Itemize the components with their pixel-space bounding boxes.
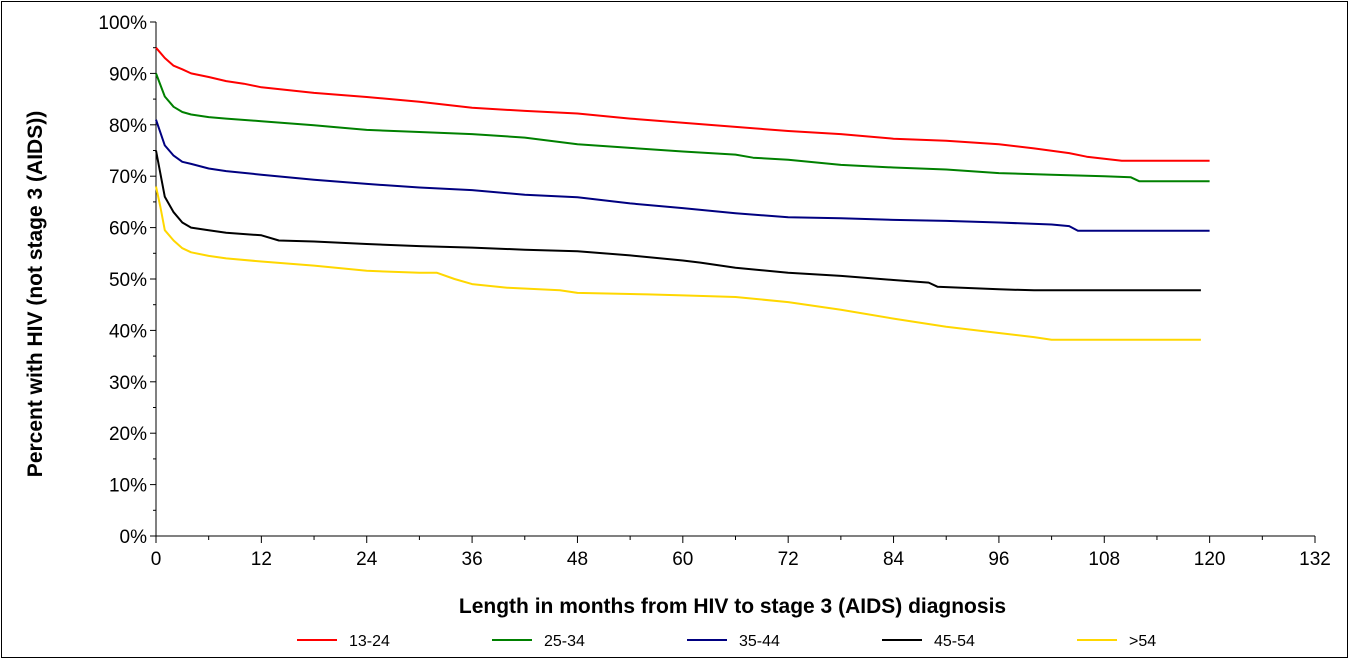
- y-tick-label: 60%: [109, 219, 147, 240]
- series-line-4: [155, 186, 1201, 341]
- legend: 13-24 25-34 35-44 45-54 >54: [297, 633, 1156, 650]
- y-tick-label: 100%: [98, 13, 147, 34]
- x-tick-label: 96: [988, 549, 1009, 570]
- x-tick-label: 0: [151, 549, 162, 570]
- y-axis-title: Percent with HIV (not stage 3 (AIDS)): [24, 111, 47, 477]
- legend-label-1: 25-34: [544, 633, 585, 650]
- x-tick-label: 108: [1088, 549, 1120, 570]
- legend-label-2: 35-44: [739, 633, 780, 650]
- x-tick-label: 132: [1299, 549, 1331, 570]
- series-line-1: [155, 73, 1210, 183]
- axes: [155, 22, 1315, 537]
- y-tick-label: 70%: [109, 167, 147, 188]
- x-tick-label: 48: [567, 549, 588, 570]
- series-lines: [155, 47, 1210, 341]
- series-line-2: [155, 119, 1210, 232]
- legend-label-0: 13-24: [349, 633, 390, 650]
- x-axis-title: Length in months from HIV to stage 3 (AI…: [459, 595, 1006, 618]
- x-tick-label: 84: [883, 549, 905, 570]
- y-ticks: 0% 10% 20% 30% 40% 50% 60% 70% 80% 90% 100%: [98, 13, 156, 548]
- x-tick-label: 36: [462, 549, 483, 570]
- legend-label-4: >54: [1129, 633, 1156, 650]
- x-ticks: 0 12 24 36 48 60 72 84 96 108 120 132: [151, 536, 1331, 570]
- y-tick-label: 20%: [109, 424, 147, 445]
- series-line-0: [155, 47, 1210, 162]
- x-tick-label: 12: [251, 549, 272, 570]
- series-line-3: [155, 150, 1201, 292]
- x-tick-label: 24: [356, 549, 378, 570]
- x-tick-label: 120: [1194, 549, 1226, 570]
- y-tick-label: 40%: [109, 321, 147, 342]
- y-tick-label: 80%: [109, 116, 147, 137]
- y-tick-label: 90%: [109, 64, 147, 85]
- y-tick-label: 50%: [109, 270, 147, 291]
- y-tick-label: 30%: [109, 373, 147, 394]
- legend-label-3: 45-54: [934, 633, 975, 650]
- y-tick-label: 0%: [120, 527, 148, 548]
- x-tick-label: 72: [778, 549, 799, 570]
- y-tick-label: 10%: [109, 476, 147, 497]
- x-tick-label: 60: [672, 549, 693, 570]
